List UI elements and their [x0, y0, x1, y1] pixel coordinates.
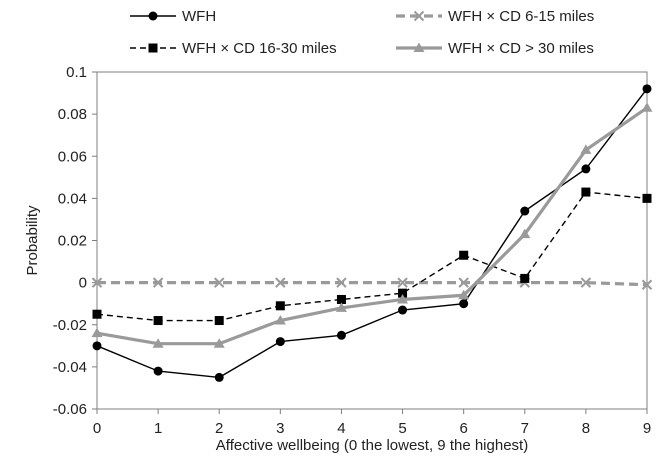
data-point [214, 316, 224, 326]
data-point [91, 277, 103, 288]
data-point [581, 164, 591, 174]
data-point [459, 250, 469, 260]
series-line [96, 106, 648, 346]
x-tick-label: 4 [337, 420, 345, 437]
data-point [274, 315, 286, 325]
data-point [398, 288, 408, 298]
data-point [642, 193, 652, 203]
legend: WFH WFH × CD 6-15 miles WFH × CD 16-30 mil… [130, 8, 594, 57]
y-tick-label: 0.04 [58, 190, 87, 207]
y-tick-label: 0 [79, 275, 87, 292]
data-point [459, 299, 469, 309]
data-point [520, 206, 530, 216]
x-tick-label: 3 [276, 420, 284, 437]
y-tick-label: -0.02 [53, 317, 87, 334]
data-point [580, 144, 592, 154]
legend-item-1: WFH × CD 6-15 miles [396, 8, 594, 25]
x-tick-label: 0 [93, 420, 101, 437]
data-point [520, 273, 530, 283]
data-point [580, 277, 592, 288]
data-point [153, 366, 163, 376]
legend-label: WFH [182, 8, 216, 25]
data-point [152, 277, 164, 288]
y-tick-label: 0.08 [58, 106, 87, 123]
data-point [397, 277, 408, 288]
legend-item-3: WFH × CD > 30 miles [396, 40, 594, 57]
x-tick-label: 9 [643, 420, 651, 437]
x-tick-label: 8 [582, 420, 590, 437]
data-point [458, 289, 470, 300]
y-axis-label: Probability [24, 205, 41, 276]
x-tick-label: 7 [521, 420, 529, 437]
y-tick-label: 0.1 [66, 64, 87, 81]
data-point [458, 277, 469, 288]
data-point [214, 372, 224, 382]
legend-label: WFH × CD 6-15 miles [448, 8, 594, 25]
data-point [336, 330, 346, 340]
legend-item-2: WFH × CD 16-30 miles [130, 40, 337, 57]
y-tick-label: -0.04 [53, 359, 87, 376]
x-tick-label: 1 [154, 420, 162, 437]
y-tick-label: 0.06 [58, 148, 87, 165]
series-group [91, 84, 653, 382]
data-point [152, 338, 164, 348]
series-1 [91, 277, 653, 290]
data-point [335, 302, 347, 312]
x-axis-label: Affective wellbeing (0 the lowest, 9 the… [216, 437, 528, 454]
plot-frame [96, 71, 648, 410]
data-point [275, 301, 285, 311]
data-point [213, 338, 225, 348]
series-line [96, 88, 648, 379]
data-point [641, 279, 653, 290]
data-point [275, 277, 286, 288]
series-line [96, 191, 648, 322]
data-point [642, 84, 652, 94]
data-point [153, 316, 163, 326]
legend-swatch-marker [413, 42, 425, 52]
series-3 [91, 102, 653, 348]
y-tick-label: -0.06 [53, 401, 87, 418]
legend-swatch-marker [148, 11, 158, 21]
x-tick-label: 2 [215, 420, 223, 437]
plot-area: -0.06 -0.04 -0.02 0 0.02 0.04 0.06 0.08 0.1 0 1 2 3 4… [53, 64, 651, 437]
data-point [641, 102, 653, 112]
series-0 [92, 84, 652, 382]
legend-item-0: WFH [130, 8, 216, 25]
legend-label: WFH × CD 16-30 miles [182, 40, 337, 57]
data-point [519, 228, 531, 239]
x-tick-label: 5 [398, 420, 406, 437]
data-point [92, 341, 102, 351]
data-point [336, 294, 346, 304]
series-2 [92, 187, 652, 326]
data-point [91, 327, 103, 338]
data-point [336, 277, 347, 288]
data-point [581, 187, 591, 197]
legend-swatch-marker [413, 10, 425, 22]
y-tick-label: 0.02 [58, 233, 87, 250]
data-point [275, 337, 285, 347]
data-point [398, 305, 408, 315]
data-point [397, 293, 409, 304]
legend-swatch-marker [148, 43, 158, 53]
series-line [97, 281, 648, 287]
legend-label: WFH × CD > 30 miles [448, 40, 594, 57]
data-point [92, 309, 102, 319]
data-point [214, 277, 225, 288]
x-tick-label: 6 [459, 420, 467, 437]
